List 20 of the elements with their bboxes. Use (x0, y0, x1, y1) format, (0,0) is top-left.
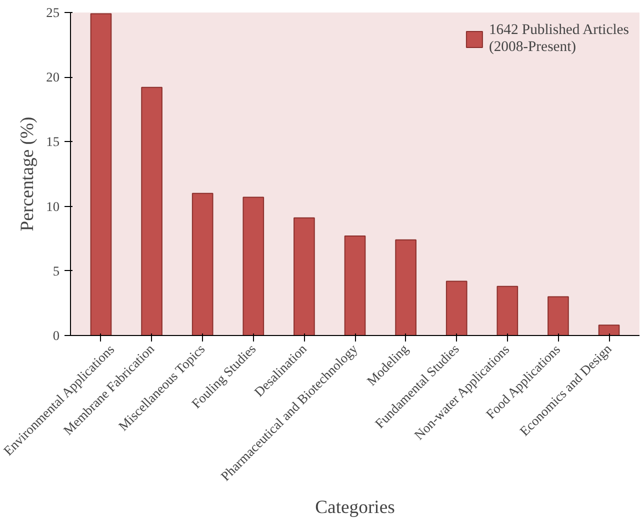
bar (548, 296, 569, 336)
x-axis-title: Categories (315, 497, 395, 518)
bar (294, 217, 315, 336)
y-axis-title: Percentage (%) (17, 116, 38, 232)
bar (395, 239, 416, 336)
bar (446, 280, 468, 336)
bar (344, 236, 366, 336)
y-tick-label: 0 (52, 328, 60, 343)
y-tick-label: 25 (46, 5, 60, 20)
bar (141, 86, 162, 336)
bar (598, 324, 620, 336)
y-tick-label: 20 (46, 70, 60, 85)
bar (90, 13, 112, 336)
y-tick-label: 15 (46, 134, 60, 150)
y-tick-label: 10 (46, 198, 60, 214)
y-tick-label: 5 (52, 263, 60, 278)
bar (242, 196, 264, 336)
bar (496, 286, 518, 336)
legend-label: 1642 Published Articles (2008-Present) (488, 22, 629, 56)
bar (192, 192, 214, 336)
